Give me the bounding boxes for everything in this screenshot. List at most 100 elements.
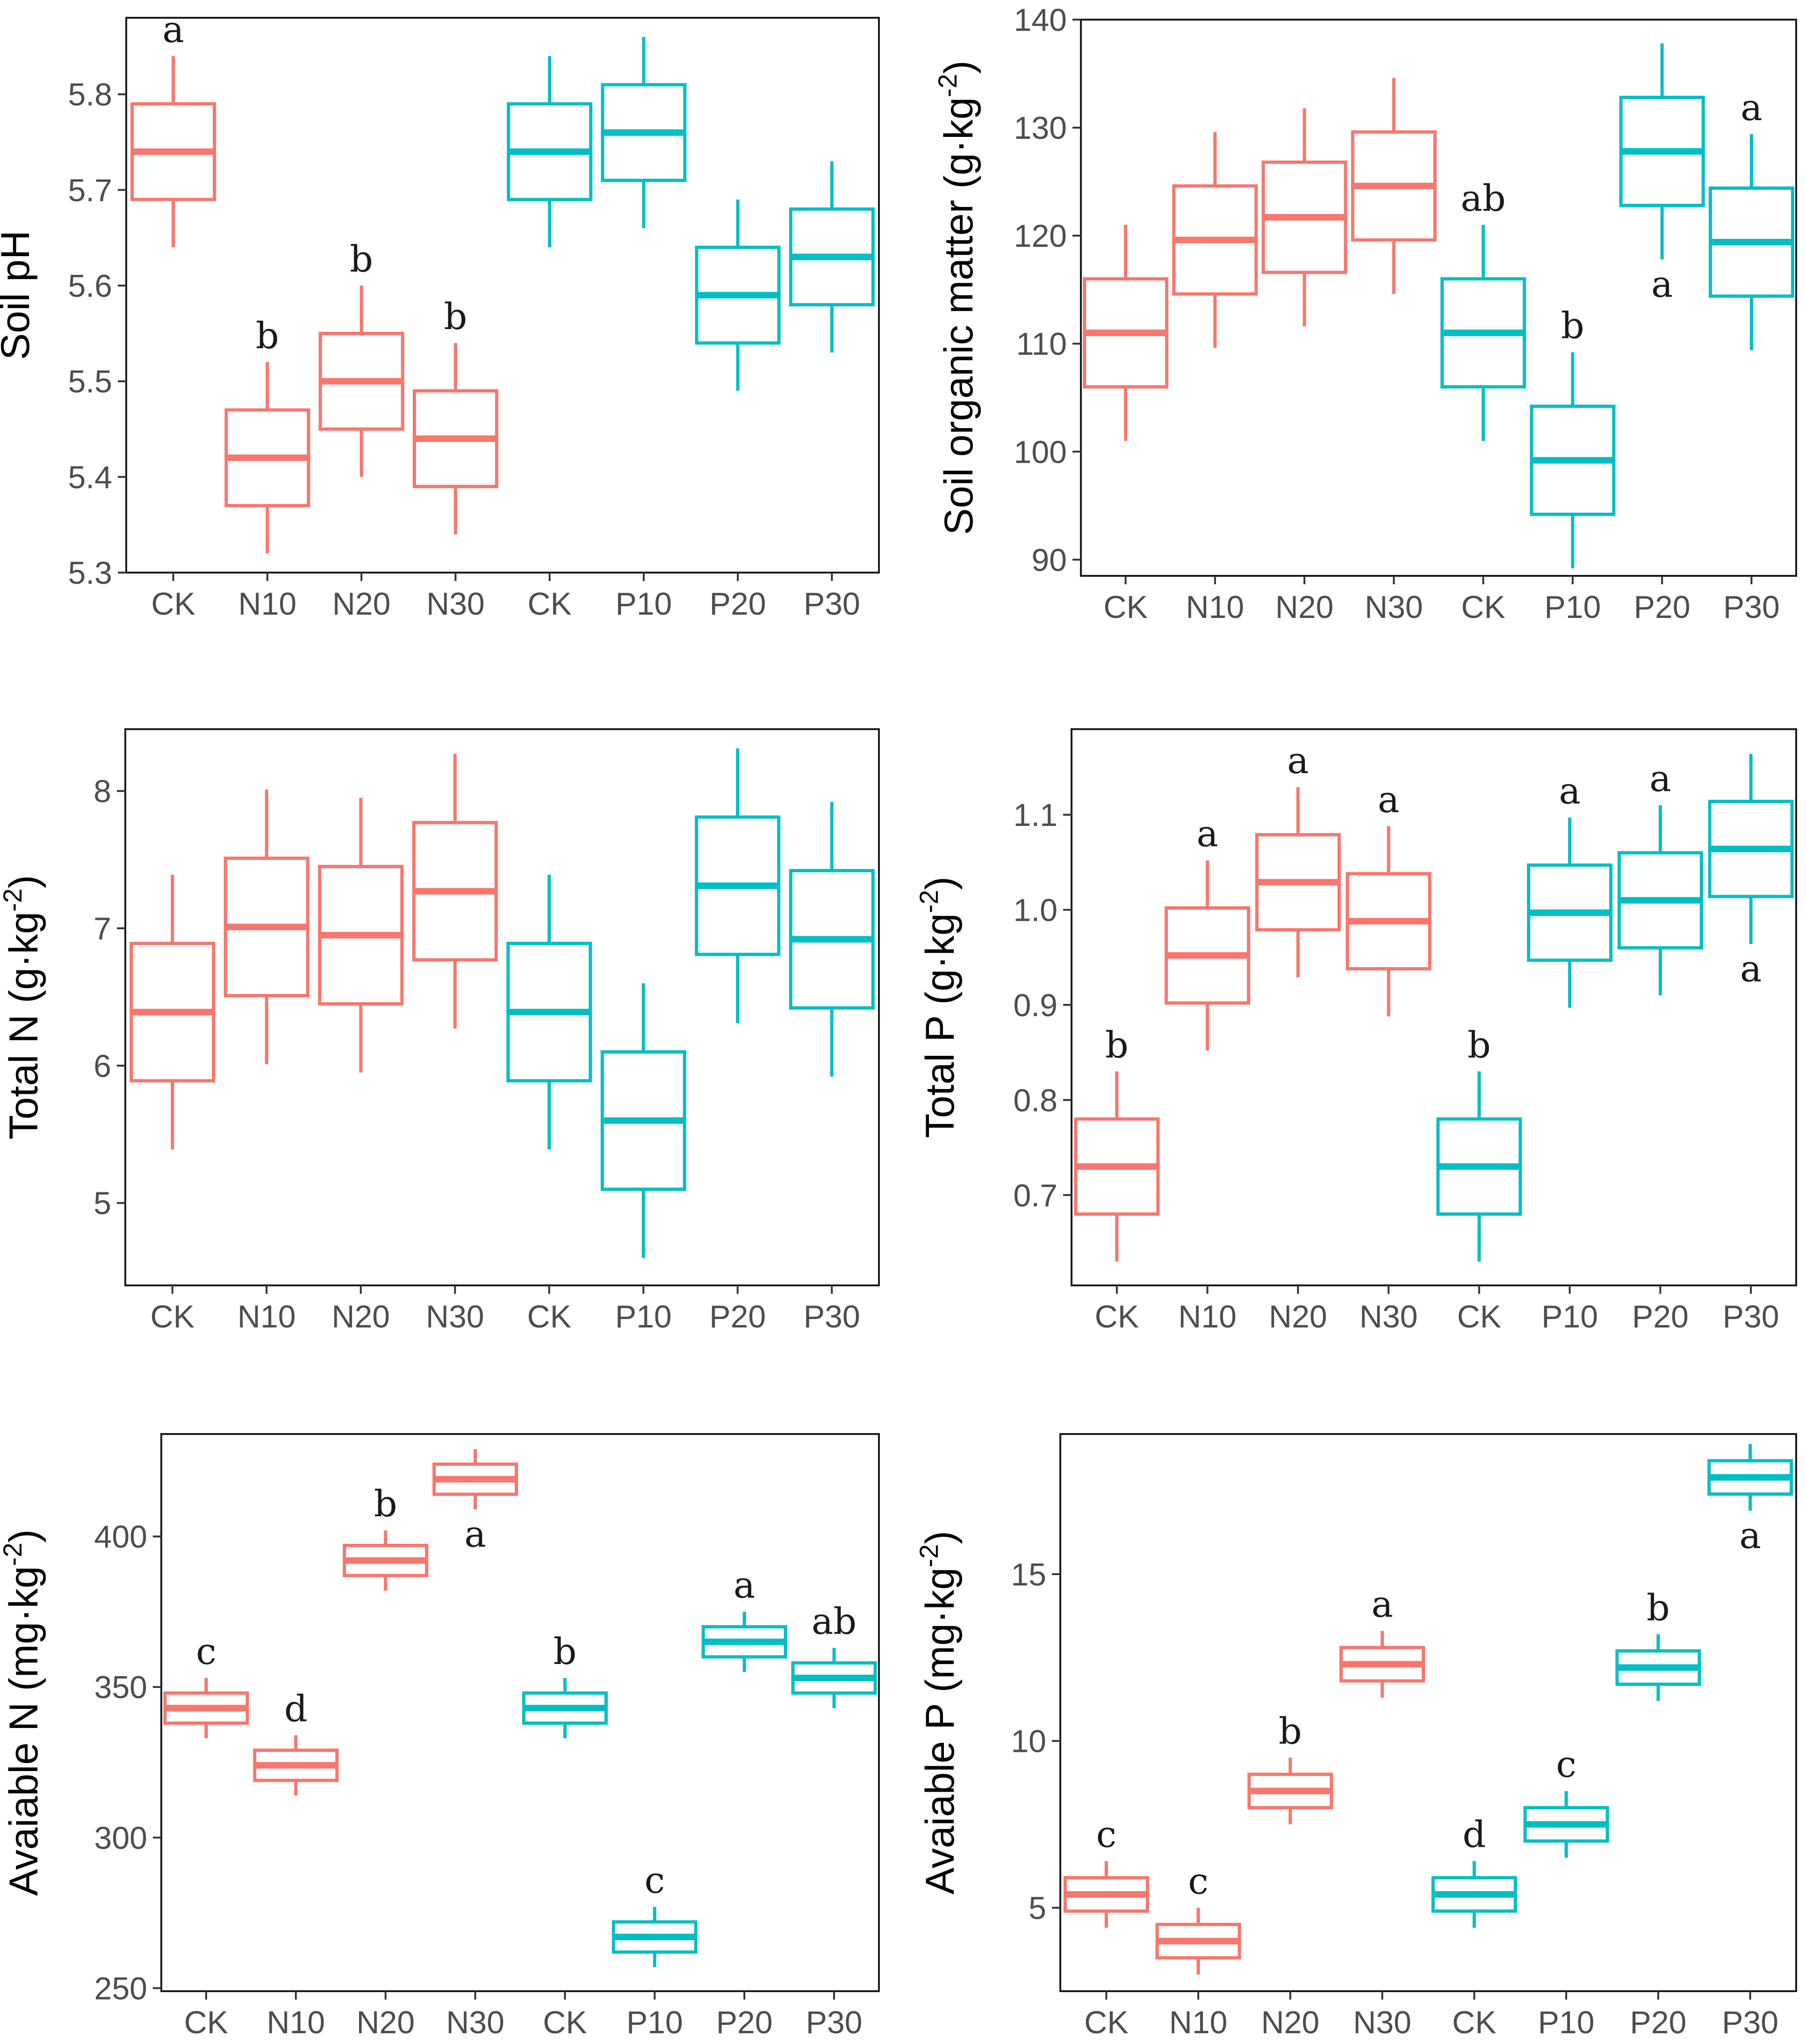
y-axis-title-superscript: -2 (933, 74, 962, 97)
plot-frame (1059, 1433, 1797, 1992)
significance-letter: a (1559, 770, 1581, 812)
panel-soil-ph: 5.3 5.4 5.5 5.6 5.7 5.8 CK N10 N20 N30 CK P10 P20 P30… (0, 9, 880, 622)
y-tick-label: 1.0 (1013, 892, 1058, 928)
significance-letter: b (374, 1483, 397, 1525)
y-axis-title-main: Avaiable N (mg·kg (1, 1566, 46, 1896)
x-tick-label: CK (184, 2005, 228, 2040)
box-n-3: a (432, 1449, 518, 1556)
y-tick-label: 130 (1014, 110, 1067, 146)
y-tick-label: 6 (94, 1048, 111, 1084)
y-tick-label: 5.4 (68, 459, 112, 495)
box-n-2: b (318, 238, 404, 477)
significance-letter: d (284, 1688, 308, 1730)
box-p-4: b (1436, 1024, 1522, 1262)
box-n-3: a (1339, 1584, 1425, 1698)
box-n-2: a (1255, 740, 1341, 977)
x-tick-label: P30 (1723, 589, 1780, 625)
significance-letter: c (1556, 1744, 1576, 1786)
panel-available-n: 250 300 350 400 CK N10 N20 N30 CK P10 P20 P30 Avaiab… (0, 1433, 880, 2040)
panel-total-p: 0.7 0.8 0.9 1.0 1.1 CK N10 N20 N30 CK P10 P20 P30 Tot… (914, 728, 1797, 1334)
y-tick-label: 110 (1016, 326, 1067, 362)
panel-available-p: 5 10 15 CK N10 N20 N30 CK P10 P20 P30 Avaiable P (m… (914, 1433, 1797, 2040)
box-n-1: d (253, 1688, 339, 1796)
y-axis-title-suffix: ) (1, 1529, 46, 1543)
x-tick-label: P30 (804, 586, 860, 622)
y-axis-title-superscript: -2 (914, 1544, 943, 1568)
y-tick-label: 15 (1011, 1557, 1046, 1592)
y-axis-title-superscript: -2 (0, 889, 27, 912)
y-axis-title-suffix: ) (936, 60, 981, 74)
x-tick-label: N10 (1178, 1299, 1237, 1334)
y-tick-label: 140 (1014, 2, 1067, 38)
y-tick-label: 0.8 (1013, 1083, 1058, 1118)
y-tick-label: 10 (1011, 1724, 1046, 1759)
x-tick-label: CK (543, 2005, 587, 2040)
y-tick-label: 250 (94, 1971, 147, 2007)
x-tick-label: N10 (266, 2005, 325, 2040)
x-tick-label: CK (1461, 589, 1505, 625)
y-axis-title-main: Soil organic matter (g·kg (936, 97, 981, 535)
box-p-6: b (1615, 1587, 1701, 1701)
x-tick-label: N30 (426, 586, 485, 622)
significance-letter: a (1741, 87, 1763, 129)
x-tick-label: N30 (446, 2005, 504, 2040)
plot-frame (160, 1433, 880, 1992)
box-n-2: b (1247, 1710, 1333, 1825)
significance-letter: b (1468, 1024, 1491, 1066)
x-tick-label: N10 (1186, 589, 1245, 625)
significance-letter: a (464, 1513, 486, 1556)
box-p-5 (601, 36, 687, 229)
significance-letter: a (1739, 1515, 1761, 1557)
y-tick-label: 5.8 (68, 77, 112, 113)
y-tick-label: 300 (94, 1820, 147, 1856)
significance-letter: c (1096, 1814, 1117, 1856)
x-tick-label: P10 (1544, 589, 1601, 625)
x-tick-label: N20 (331, 1299, 390, 1334)
x-tick-label: CK (151, 1299, 194, 1334)
significance-letter: a (1196, 813, 1218, 855)
x-tick-label: N30 (1353, 2005, 1411, 2040)
significance-letter: c (644, 1860, 665, 1902)
y-tick-label: 5.7 (68, 172, 112, 208)
x-tick-label: P30 (1722, 2005, 1778, 2040)
x-tick-label: CK (151, 586, 195, 622)
x-tick-label: CK (527, 586, 571, 622)
significance-letter: a (1740, 948, 1762, 990)
x-tick-label: N20 (1269, 1299, 1327, 1334)
plot-frame (1071, 728, 1797, 1286)
box-n-2: b (343, 1483, 429, 1591)
y-tick-label: 400 (94, 1519, 147, 1555)
y-axis-title-superscript: -2 (914, 890, 943, 913)
y-tick-label: 8 (94, 774, 111, 809)
x-tick-label: P20 (709, 1299, 766, 1334)
y-axis-title: Soil pH (0, 230, 38, 360)
x-tick-label: P10 (1538, 2005, 1595, 2040)
box-p-7: a (1707, 1444, 1793, 1557)
box-n-2 (1261, 108, 1347, 327)
x-tick-label: P10 (1541, 1299, 1598, 1334)
significance-letter: a (1287, 740, 1309, 782)
y-tick-label: 7 (94, 911, 111, 947)
y-tick-label: 5.3 (68, 555, 112, 591)
x-tick-label: CK (527, 1299, 571, 1334)
y-tick-label: 0.7 (1013, 1178, 1058, 1213)
plot-frame (124, 728, 880, 1286)
box-p-7: a (1708, 87, 1794, 351)
x-tick-label: CK (1103, 589, 1147, 625)
significance-letter: a (1649, 758, 1671, 800)
x-tick-label: N30 (1360, 1299, 1418, 1334)
significance-letter: ab (1461, 178, 1505, 220)
x-tick-label: P30 (806, 2005, 863, 2040)
y-tick-label: 100 (1014, 434, 1067, 470)
significance-letter: a (1651, 264, 1673, 306)
significance-letter: b (553, 1631, 576, 1673)
box-n-0: c (1063, 1814, 1149, 1928)
x-tick-label: P20 (716, 2005, 773, 2040)
y-axis-title-suffix: ) (1, 875, 46, 889)
y-tick-label: 5 (94, 1186, 111, 1221)
significance-letter: a (734, 1564, 755, 1607)
box-n-0: a (130, 9, 216, 248)
x-tick-label: P10 (626, 2005, 683, 2040)
significance-letter: ab (812, 1600, 856, 1642)
